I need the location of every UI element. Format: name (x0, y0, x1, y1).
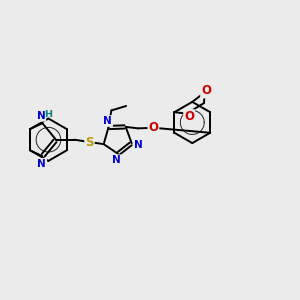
Text: N: N (103, 116, 112, 126)
Text: O: O (148, 121, 158, 134)
Text: N: N (38, 159, 46, 169)
Text: O: O (184, 110, 194, 123)
Text: S: S (85, 136, 94, 148)
Text: O: O (201, 85, 211, 98)
Text: N: N (37, 111, 45, 121)
Text: N: N (134, 140, 142, 150)
Text: H: H (44, 110, 52, 119)
Text: N: N (112, 155, 121, 165)
